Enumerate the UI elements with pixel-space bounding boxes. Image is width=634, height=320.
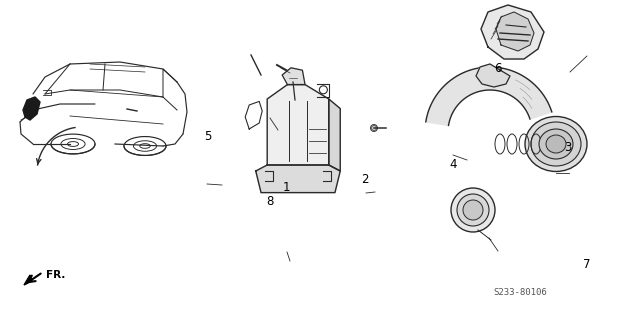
Circle shape [463, 200, 483, 220]
Ellipse shape [539, 129, 573, 159]
Text: 1: 1 [283, 181, 290, 194]
Text: 8: 8 [266, 195, 273, 208]
Text: 5: 5 [204, 130, 211, 142]
Text: 6: 6 [494, 62, 501, 75]
Text: 2: 2 [361, 173, 368, 186]
Text: 3: 3 [564, 141, 571, 154]
Text: 4: 4 [450, 158, 457, 171]
Polygon shape [24, 275, 32, 285]
Polygon shape [329, 99, 340, 171]
Ellipse shape [286, 70, 294, 76]
Polygon shape [256, 165, 340, 193]
Text: 7: 7 [583, 258, 590, 270]
Ellipse shape [288, 74, 298, 82]
Ellipse shape [531, 122, 581, 166]
Polygon shape [282, 68, 305, 84]
Circle shape [457, 194, 489, 226]
Polygon shape [426, 67, 552, 125]
Polygon shape [267, 84, 329, 165]
Circle shape [451, 188, 495, 232]
Polygon shape [496, 12, 534, 51]
Ellipse shape [546, 135, 566, 153]
Polygon shape [476, 64, 510, 87]
Ellipse shape [525, 116, 587, 172]
Polygon shape [23, 97, 40, 120]
Text: FR.: FR. [46, 270, 65, 280]
Ellipse shape [370, 124, 377, 132]
Polygon shape [481, 5, 544, 59]
Text: S233-80106: S233-80106 [493, 288, 547, 297]
